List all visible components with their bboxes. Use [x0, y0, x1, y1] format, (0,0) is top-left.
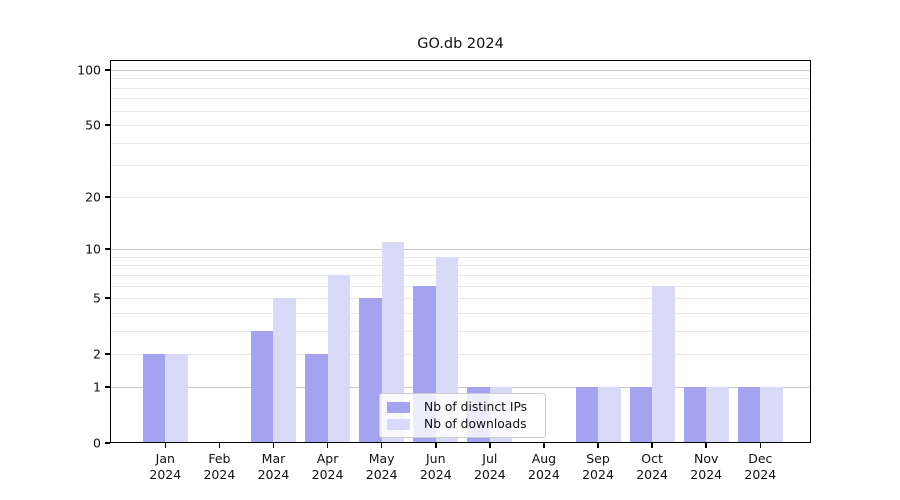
gridline-6 — [110, 285, 811, 287]
x-tick-mark-feb — [218, 443, 221, 448]
y-tick-mark-2 — [105, 353, 110, 355]
x-tick-label-apr: Apr 2024 — [311, 451, 344, 483]
x-tick-mark-jan — [164, 443, 167, 448]
gridline-5 — [110, 298, 811, 300]
x-tick-mark-aug — [543, 443, 545, 448]
y-tick-mark-20 — [105, 196, 110, 198]
bar-distinct-ips-oct — [629, 386, 653, 443]
bar-downloads-apr — [327, 274, 351, 443]
legend-label-distinct-ips: Nb of distinct IPs — [424, 400, 528, 414]
legend: Nb of distinct IPs Nb of downloads — [379, 393, 546, 438]
x-tick-mark-oct — [651, 443, 653, 448]
x-tick-mark-jul — [489, 443, 491, 448]
gridline-10 — [110, 249, 811, 251]
bar-downloads-nov — [706, 386, 729, 443]
bar-downloads-mar — [273, 298, 296, 443]
bar-distinct-ips-sep — [575, 386, 599, 443]
chart-title: GO.db 2024 — [417, 36, 504, 52]
x-tick-mark-mar — [272, 443, 275, 448]
x-tick-mark-sep — [597, 443, 599, 448]
x-tick-mark-dec — [759, 443, 762, 448]
gridline-80 — [110, 87, 811, 89]
legend-row-downloads: Nb of downloads — [387, 417, 537, 431]
gridline-40 — [110, 142, 811, 144]
bars-layer — [110, 60, 811, 443]
y-tick-label-2: 2 — [93, 346, 101, 362]
x-tick-label-jul: Jul 2024 — [473, 451, 506, 483]
bar-distinct-ips-nov — [683, 386, 707, 443]
bar-distinct-ips-apr — [305, 354, 328, 443]
x-tick-label-oct: Oct 2024 — [636, 451, 669, 483]
gridline-20 — [110, 196, 811, 198]
x-axis: Jan 2024 Feb 2024 Mar 2024 Apr 2024 May 2024… — [110, 60, 811, 482]
y-tick-label-1: 1 — [93, 379, 101, 395]
legend-row-distinct-ips: Nb of distinct IPs — [387, 400, 537, 414]
gridline-50 — [110, 125, 811, 127]
bar-distinct-ips-dec — [737, 386, 761, 443]
x-tick-label-feb: Feb 2024 — [203, 451, 236, 483]
gridline-70 — [110, 98, 811, 100]
x-tick-label-may: May 2024 — [365, 451, 398, 483]
gridline-100 — [110, 69, 811, 71]
y-tick-mark-10 — [105, 248, 110, 250]
legend-swatch-distinct-ips — [387, 401, 410, 413]
bar-downloads-may — [381, 242, 405, 443]
x-tick-mark-jun — [434, 443, 437, 448]
y-tick-mark-100 — [105, 68, 110, 71]
bar-downloads-jan — [165, 354, 188, 443]
x-tick-label-nov: Nov 2024 — [690, 451, 723, 483]
gridline-7 — [110, 274, 811, 276]
gridline-9 — [110, 256, 811, 258]
gridline-2 — [110, 354, 811, 356]
y-tick-mark-5 — [105, 297, 110, 299]
gridline-30 — [110, 165, 811, 167]
y-tick-label-100: 100 — [77, 62, 101, 78]
x-tick-label-sep: Sep 2024 — [582, 451, 614, 483]
gridline-3 — [110, 330, 811, 332]
y-tick-label-20: 20 — [85, 189, 101, 205]
gridlines-layer — [110, 60, 811, 443]
legend-swatch-downloads — [387, 418, 410, 430]
gridline-1 — [110, 386, 811, 388]
gridline-60 — [110, 110, 811, 112]
x-tick-mark-nov — [705, 443, 707, 448]
y-tick-mark-50 — [105, 124, 110, 126]
y-tick-mark-0 — [105, 442, 110, 444]
gridline-8 — [110, 265, 811, 267]
bar-distinct-ips-may — [359, 298, 382, 443]
x-tick-mark-may — [380, 443, 383, 448]
y-tick-mark-1 — [105, 386, 110, 388]
y-axis: 0 1 2 5 10 20 50 100 — [77, 60, 811, 451]
plot-area: 0 1 2 5 10 20 50 100 Jan 2024 Feb 2024 Mar 2024 Ap… — [77, 60, 811, 482]
x-tick-label-jan: Jan 2024 — [149, 451, 182, 483]
y-tick-label-0: 0 — [93, 435, 101, 451]
x-tick-label-dec: Dec 2024 — [744, 451, 777, 483]
bar-downloads-sep — [598, 386, 621, 443]
bar-distinct-ips-jan — [142, 354, 166, 443]
y-tick-label-10: 10 — [85, 241, 101, 257]
x-tick-label-mar: Mar 2024 — [257, 451, 290, 483]
x-tick-label-aug: Aug 2024 — [528, 451, 560, 483]
gridline-90 — [110, 78, 811, 80]
bar-downloads-oct — [652, 285, 675, 443]
gridline-4 — [110, 312, 811, 314]
bar-downloads-dec — [760, 386, 783, 443]
bar-distinct-ips-mar — [250, 330, 274, 443]
legend-label-downloads: Nb of downloads — [424, 417, 527, 431]
x-tick-label-jun: Jun 2024 — [419, 451, 452, 483]
x-tick-mark-apr — [326, 443, 329, 448]
y-tick-label-50: 50 — [85, 117, 101, 133]
y-tick-label-5: 5 — [93, 290, 101, 306]
